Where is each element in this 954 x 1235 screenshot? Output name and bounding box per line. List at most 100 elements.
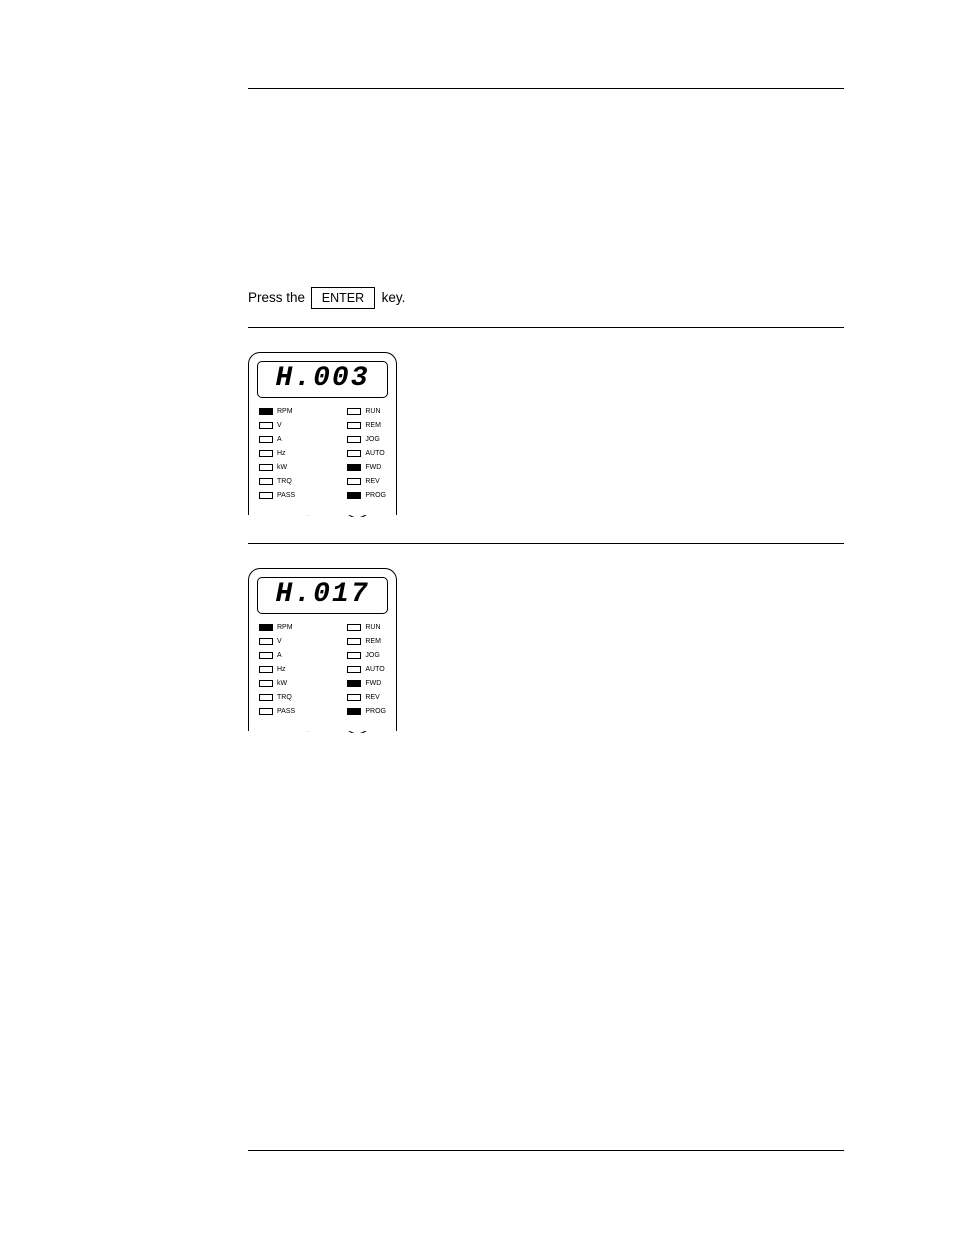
indicator-label: FWD xyxy=(365,680,381,687)
bottom-rule xyxy=(248,1150,844,1151)
indicator-label: RPM xyxy=(277,408,293,415)
indicator-box xyxy=(347,680,361,687)
indicator-box xyxy=(347,708,361,715)
indicator-box xyxy=(259,694,273,701)
indicator-row: V xyxy=(259,636,295,647)
indicator-row: FWD xyxy=(347,462,386,473)
panel-torn-edge-2 xyxy=(248,723,397,733)
indicator-row: REM xyxy=(347,420,386,431)
indicator-label: Hz xyxy=(277,450,286,457)
indicator-row: PROG xyxy=(347,706,386,717)
step-text-before: Press the xyxy=(248,290,309,305)
indicator-box xyxy=(347,652,361,659)
indicator-box xyxy=(259,652,273,659)
indicator-label: V xyxy=(277,638,282,645)
indicator-label: REM xyxy=(365,422,381,429)
lcd-display-frame-1: H.003 xyxy=(257,361,388,398)
lcd-panel-2: H.017 RPMVAHzkWTRQPASS RUNREMJOGAUTOFWDR… xyxy=(248,568,397,727)
indicator-box xyxy=(347,408,361,415)
indicator-label: PASS xyxy=(277,492,295,499)
indicator-box xyxy=(347,464,361,471)
lcd-display-2: H.017 xyxy=(260,580,385,611)
indicator-box xyxy=(259,436,273,443)
indicator-row: kW xyxy=(259,678,295,689)
indicator-box xyxy=(347,638,361,645)
separator-rule-2 xyxy=(248,543,844,544)
indicator-box xyxy=(259,680,273,687)
lcd-panel-1: H.003 RPMVAHzkWTRQPASS RUNREMJOGAUTOFWDR… xyxy=(248,352,397,511)
indicator-col-right-1: RUN REM JOG AUTO FWD REV PROG xyxy=(347,406,386,501)
indicator-label: TRQ xyxy=(277,694,292,701)
indicator-label: AUTO xyxy=(365,450,384,457)
indicator-box xyxy=(259,478,273,485)
indicator-col-left-2: RPM VA Hz kW TRQ PASS xyxy=(259,622,295,717)
indicator-box xyxy=(259,624,273,631)
indicator-col-left-1: RPMVAHzkWTRQPASS xyxy=(259,406,295,501)
indicator-box xyxy=(259,464,273,471)
lcd-indicators-1: RPMVAHzkWTRQPASS RUNREMJOGAUTOFWDREVPROG xyxy=(257,406,388,511)
indicator-box xyxy=(259,638,273,645)
step-text-after: key. xyxy=(382,290,406,305)
indicator-row: PASS xyxy=(259,490,295,501)
indicator-box xyxy=(347,450,361,457)
indicator-label: kW xyxy=(277,464,287,471)
indicator-row: TRQ xyxy=(259,476,295,487)
indicator-box xyxy=(259,422,273,429)
indicator-label: PASS xyxy=(277,708,295,715)
indicator-row: A xyxy=(259,650,295,661)
indicator-row: kW xyxy=(259,462,295,473)
indicator-row: REV xyxy=(347,692,386,703)
indicator-box xyxy=(347,666,361,673)
indicator-box xyxy=(347,492,361,499)
indicator-label: V xyxy=(277,422,282,429)
indicator-row: Hz xyxy=(259,664,295,675)
indicator-row: PASS xyxy=(259,706,295,717)
indicator-label: JOG xyxy=(365,436,379,443)
indicator-label: PROG xyxy=(365,492,386,499)
indicator-label: A xyxy=(277,652,282,659)
lcd-indicators-2: RPM VA Hz kW TRQ PASS RUN REM JOG AUTO FWD REV PROG xyxy=(257,622,388,727)
indicator-box xyxy=(347,624,361,631)
indicator-row: TRQ xyxy=(259,692,295,703)
indicator-box xyxy=(347,694,361,701)
indicator-box xyxy=(259,450,273,457)
indicator-box xyxy=(259,408,273,415)
indicator-row: REM xyxy=(347,636,386,647)
indicator-row: RPM xyxy=(259,622,295,633)
separator-rule-1 xyxy=(248,327,844,328)
panel-torn-edge-1 xyxy=(248,507,397,517)
indicator-row: PROG xyxy=(347,490,386,501)
indicator-row: AUTO xyxy=(347,448,386,459)
indicator-box xyxy=(347,422,361,429)
indicator-row: RUN xyxy=(347,406,386,417)
indicator-label: kW xyxy=(277,680,287,687)
indicator-label: FWD xyxy=(365,464,381,471)
indicator-label: PROG xyxy=(365,708,386,715)
indicator-label: Hz xyxy=(277,666,286,673)
top-rule xyxy=(248,88,844,89)
indicator-row: Hz xyxy=(259,448,295,459)
indicator-label: TRQ xyxy=(277,478,292,485)
indicator-row: RPM xyxy=(259,406,295,417)
indicator-label: REM xyxy=(365,638,381,645)
indicator-row: REV xyxy=(347,476,386,487)
indicator-label: JOG xyxy=(365,652,379,659)
indicator-box xyxy=(259,708,273,715)
indicator-col-right-2: RUN REM JOG AUTO FWD REV PROG xyxy=(347,622,386,717)
page-content: Press the ENTER key. H.003 RPMVAHzkWTRQP… xyxy=(248,88,844,727)
indicator-row: FWD xyxy=(347,678,386,689)
indicator-label: REV xyxy=(365,478,379,485)
indicator-label: RPM xyxy=(277,624,293,631)
enter-key-box: ENTER xyxy=(311,287,375,309)
step-instruction: Press the ENTER key. xyxy=(248,287,844,309)
lcd-display-frame-2: H.017 xyxy=(257,577,388,614)
indicator-label: AUTO xyxy=(365,666,384,673)
indicator-label: REV xyxy=(365,694,379,701)
indicator-box xyxy=(347,436,361,443)
indicator-row: AUTO xyxy=(347,664,386,675)
indicator-box xyxy=(347,478,361,485)
indicator-box xyxy=(259,492,273,499)
indicator-row: RUN xyxy=(347,622,386,633)
panel-row-1: H.003 RPMVAHzkWTRQPASS RUNREMJOGAUTOFWDR… xyxy=(248,352,844,511)
indicator-row: JOG xyxy=(347,434,386,445)
